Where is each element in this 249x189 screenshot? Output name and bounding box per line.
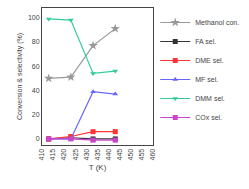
- svg-text:DME sel.: DME sel.: [195, 57, 223, 64]
- svg-text:100: 100: [28, 14, 40, 21]
- svg-text:425: 425: [72, 149, 79, 161]
- svg-text:0: 0: [36, 135, 40, 142]
- svg-text:410: 410: [38, 149, 45, 161]
- svg-text:T (K): T (K): [89, 163, 107, 172]
- svg-text:430: 430: [83, 149, 90, 161]
- svg-text:460: 460: [149, 149, 156, 161]
- svg-text:20: 20: [32, 111, 40, 118]
- svg-text:445: 445: [116, 149, 123, 161]
- svg-text:FA sel.: FA sel.: [195, 38, 216, 45]
- svg-text:DMM sel.: DMM sel.: [195, 95, 225, 102]
- svg-text:440: 440: [105, 149, 112, 161]
- svg-text:415: 415: [49, 149, 56, 161]
- svg-text:Conversion & selectivity (%): Conversion & selectivity (%): [16, 33, 24, 120]
- svg-text:455: 455: [138, 149, 145, 161]
- svg-text:Methanol con.: Methanol con.: [195, 19, 239, 26]
- svg-text:420: 420: [60, 149, 67, 161]
- svg-text:COx sel.: COx sel.: [195, 114, 222, 121]
- svg-text:80: 80: [32, 38, 40, 45]
- svg-text:435: 435: [94, 149, 101, 161]
- svg-text:MF sel.: MF sel.: [195, 76, 218, 83]
- svg-text:40: 40: [32, 87, 40, 94]
- svg-text:60: 60: [32, 63, 40, 70]
- svg-text:450: 450: [127, 149, 134, 161]
